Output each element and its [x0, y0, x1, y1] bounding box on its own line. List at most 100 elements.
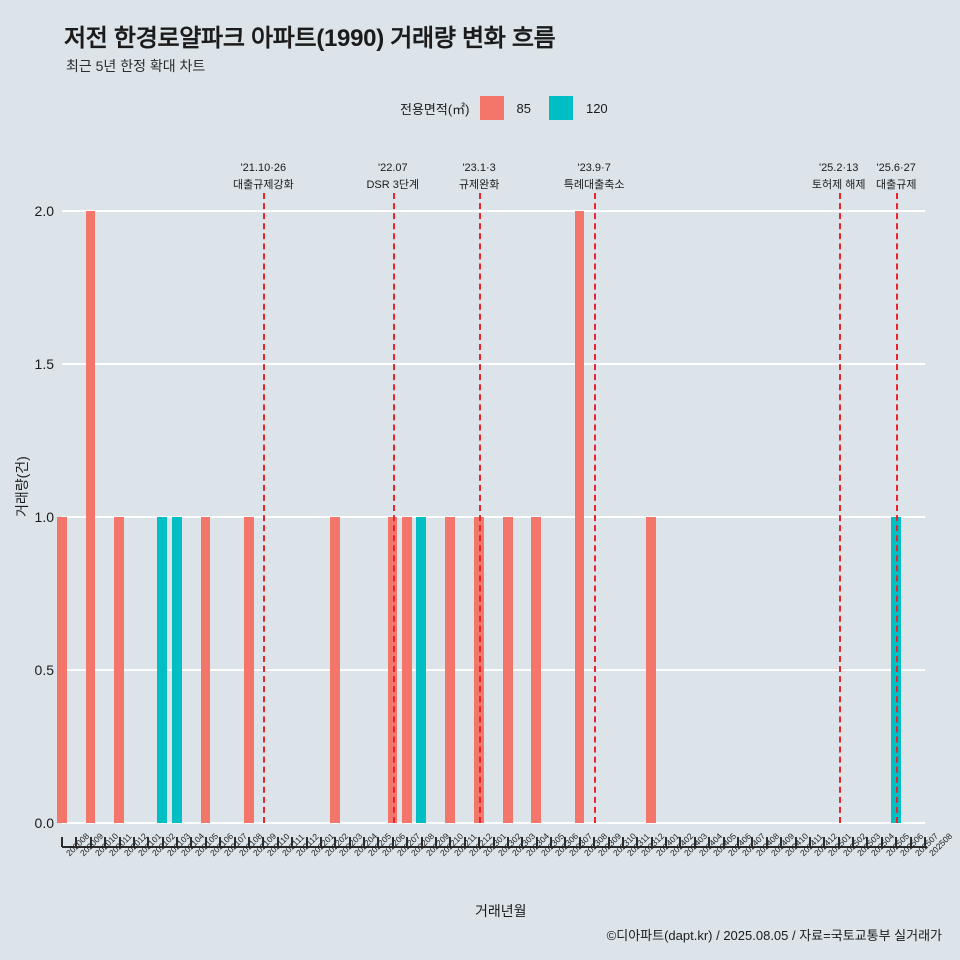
y-axis-tick-label: 0.5 — [34, 662, 54, 678]
x-axis-tick — [564, 837, 567, 847]
x-axis-tick — [104, 837, 107, 847]
x-axis-tick — [866, 837, 869, 847]
x-axis-tick — [924, 837, 926, 847]
bar-202506-120 — [890, 517, 901, 823]
x-axis-tick — [722, 837, 725, 847]
bar-202211-85 — [445, 517, 455, 823]
annotation-202207: '22.07 DSR 3단계 — [366, 160, 419, 194]
x-axis-tick — [492, 837, 495, 847]
bar-202209-120 — [416, 517, 427, 823]
x-axis-tick — [478, 837, 481, 847]
annotation-line-202301 — [479, 193, 482, 823]
bar-202109-85 — [243, 517, 254, 823]
x-axis-tick — [449, 837, 452, 847]
bar-202401-85 — [646, 517, 657, 823]
x-axis-tick — [363, 837, 366, 847]
annotation-line-202110 — [263, 193, 266, 823]
x-axis-tick — [607, 837, 610, 847]
y-axis-title: 거래량(건) — [14, 456, 30, 517]
bar-202207-85 — [387, 517, 398, 823]
x-axis-tick — [463, 837, 466, 847]
x-axis-tick — [650, 837, 653, 847]
x-axis-tick — [852, 837, 855, 847]
page-title: 저전 한경로얄파크 아파트(1990) 거래량 변화 흐름 — [64, 25, 556, 52]
x-axis-tick — [319, 837, 322, 847]
annotation-text: DSR 3단계 — [366, 179, 420, 192]
x-axis-tick — [636, 837, 639, 847]
x-axis-tick — [305, 837, 308, 847]
bar-202104-120 — [171, 517, 182, 823]
x-axis-tick — [348, 837, 351, 847]
bar-202106-85 — [200, 517, 211, 823]
x-axis-tick — [823, 837, 826, 847]
legend-swatch-120 — [548, 96, 573, 120]
x-axis-tick — [751, 837, 754, 847]
bar-202301-85 — [473, 517, 484, 823]
x-axis-tick — [61, 837, 63, 847]
x-axis-tick — [75, 837, 78, 847]
x-axis-tick — [247, 837, 250, 847]
x-axis-tick — [909, 837, 912, 847]
x-axis-tick — [132, 837, 135, 847]
gridline — [62, 210, 925, 212]
annotation-line-202502 — [838, 193, 841, 823]
x-axis-tick — [118, 837, 121, 847]
x-axis-title: 거래년월 — [475, 903, 527, 919]
x-axis-tick — [621, 837, 624, 847]
x-axis-tick — [780, 837, 783, 847]
annotation-date: '23.1·3 — [462, 162, 496, 174]
annotation-date: '21.10·26 — [240, 162, 287, 174]
annotation-line-202506 — [896, 193, 899, 823]
bar-202008-85 — [56, 517, 67, 823]
x-axis-tick — [89, 837, 92, 847]
x-axis-tick — [291, 837, 294, 847]
annotation-202309: '23.9·7 특례대출축소 — [564, 160, 625, 194]
annotation-text: 대출규제강화 — [232, 179, 294, 192]
annotation-date: '25.6·27 — [876, 162, 916, 174]
annotation-202301: '23.1·3 규제완화 — [459, 160, 499, 194]
legend-swatch-85 — [479, 96, 504, 120]
x-axis-tick — [147, 837, 150, 847]
annotation-text: 특례대출축소 — [563, 179, 625, 192]
x-axis-tick — [535, 837, 538, 847]
x-axis-tick — [334, 837, 337, 847]
x-axis-tick — [550, 837, 553, 847]
x-axis-tick — [176, 837, 179, 847]
x-axis-tick — [506, 837, 509, 847]
bar-202012-85 — [114, 517, 125, 823]
x-axis-tick — [161, 837, 164, 847]
bar-202103-120 — [157, 517, 168, 823]
x-axis-tick — [593, 837, 596, 847]
legend-title: 전용면적(㎡) — [400, 101, 470, 117]
x-axis-tick — [708, 837, 711, 847]
annotation-date: '23.9·7 — [577, 162, 611, 174]
legend-label-85: 85 — [516, 100, 531, 116]
x-axis-tick — [794, 837, 797, 847]
gridline — [62, 516, 925, 518]
plot-area — [56, 193, 925, 824]
x-axis-tick — [578, 837, 581, 847]
gridline — [62, 363, 925, 365]
annotation-202502: '25.2·13 토허제 해제 — [812, 160, 866, 194]
bar-202303-85 — [502, 517, 513, 823]
annotation-date: '22.07 — [377, 162, 408, 174]
x-axis-tick — [262, 837, 265, 847]
chart-legend: 전용면적(㎡) 85 120 — [400, 96, 626, 120]
annotation-line-202309 — [594, 193, 597, 823]
annotation-date: '25.2·13 — [818, 162, 859, 174]
x-axis-tick — [434, 837, 437, 847]
x-axis-line — [62, 846, 927, 848]
gridline — [62, 822, 925, 824]
x-axis-tick — [204, 837, 207, 847]
x-axis-tick — [276, 837, 279, 847]
y-axis-tick-label: 1.0 — [34, 509, 54, 525]
annotation-text: 규제완화 — [458, 179, 500, 192]
footer-credit: ©디아파트(dapt.kr) / 2025.08.05 / 자료=국토교통부 실… — [606, 928, 942, 943]
bar-202305-85 — [531, 517, 542, 823]
annotation-202506: '25.6·27 대출규제 — [876, 160, 916, 194]
annotation-text: 대출규제 — [875, 179, 917, 192]
bar-202308-85 — [574, 211, 585, 823]
x-axis-tick — [895, 837, 898, 847]
x-axis-tick — [679, 837, 682, 847]
